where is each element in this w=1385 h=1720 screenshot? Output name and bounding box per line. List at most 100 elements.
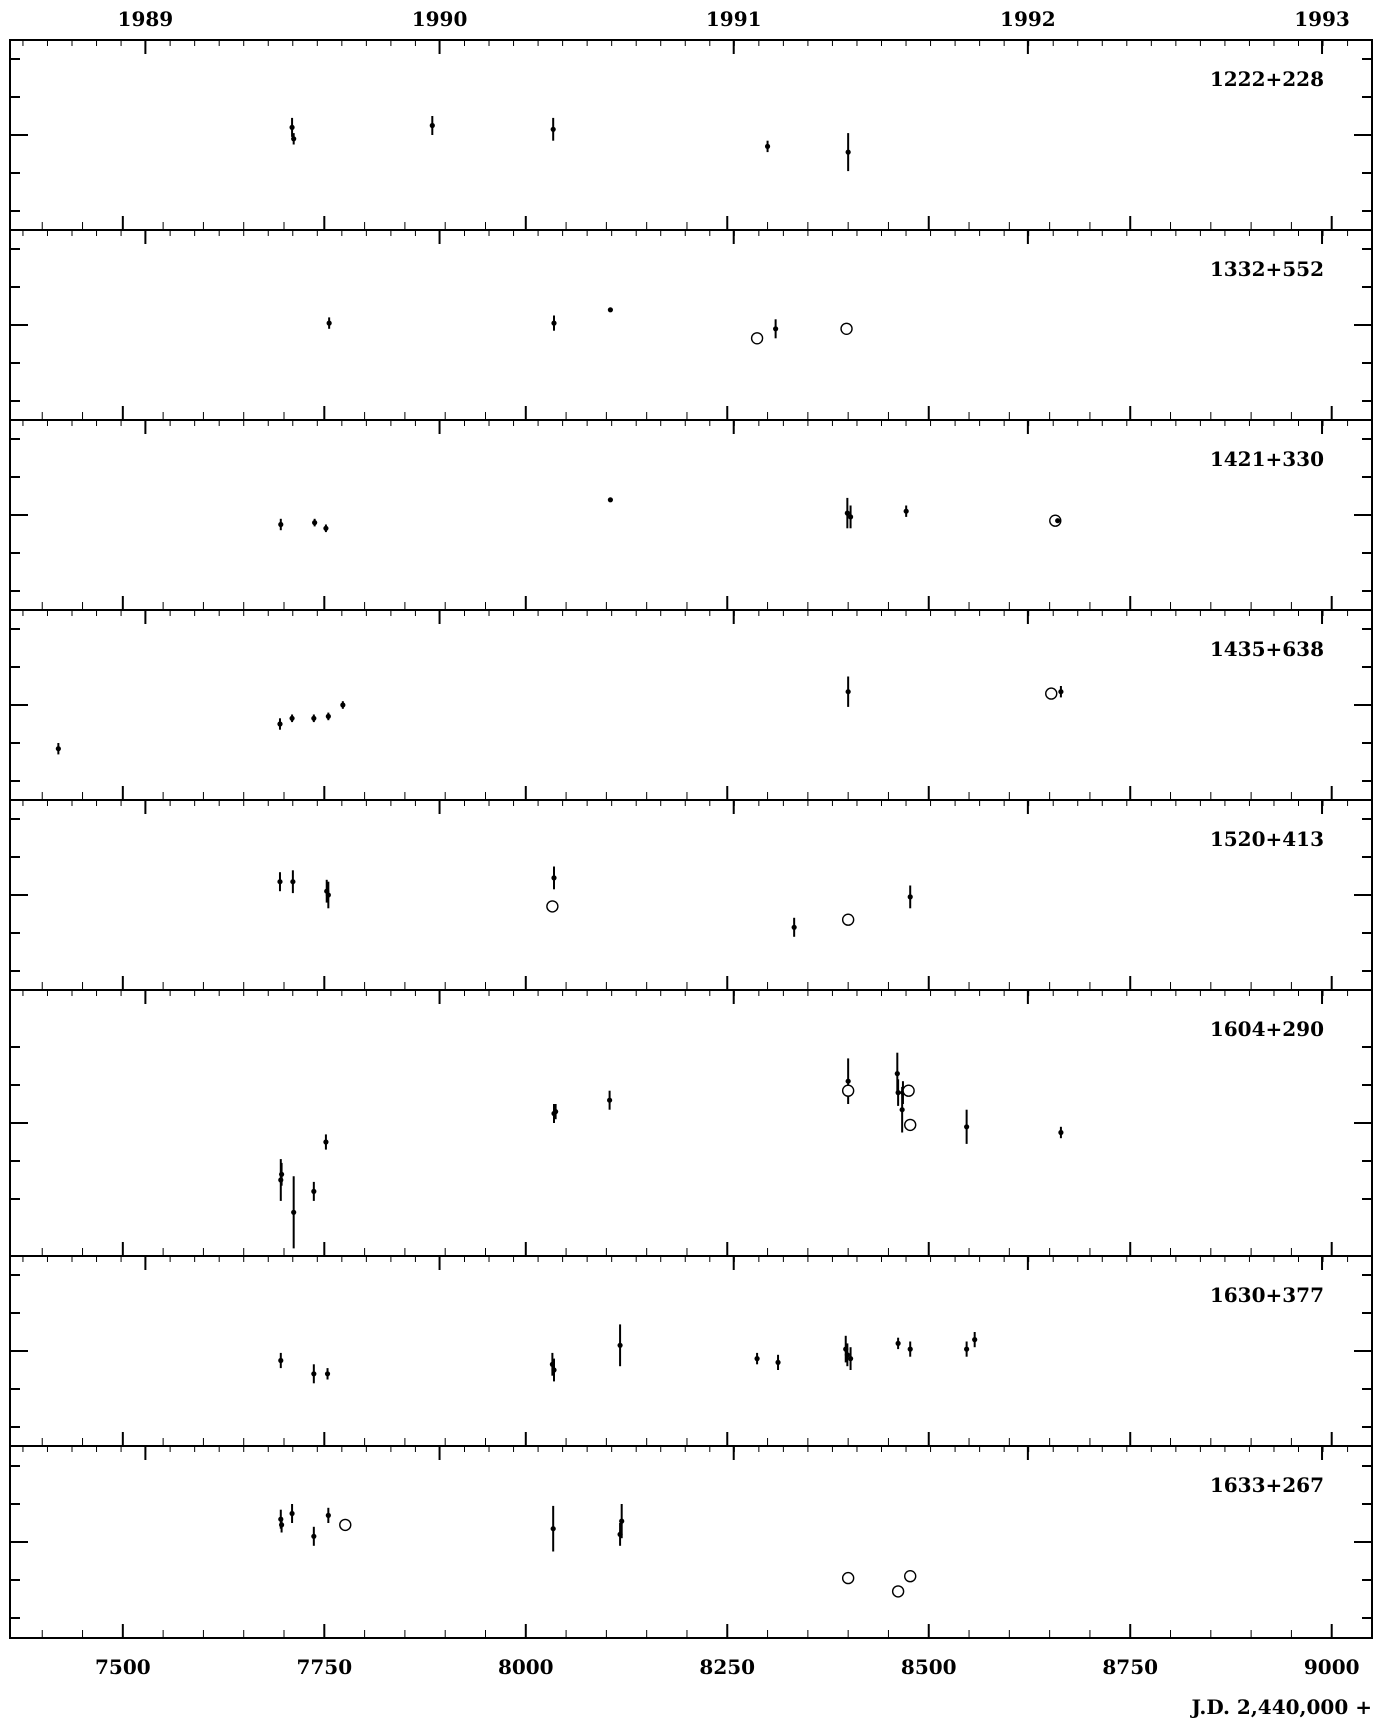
data-point — [289, 715, 295, 721]
data-point — [551, 320, 557, 326]
data-point — [899, 1107, 905, 1113]
year-label: 1990 — [412, 7, 468, 31]
data-point — [277, 721, 283, 727]
data-point-open — [1045, 687, 1058, 700]
jd-tick-label: 7500 — [95, 1655, 151, 1679]
panel-frame — [9, 1255, 1373, 1447]
data-point — [607, 1097, 613, 1103]
data-point — [617, 1342, 623, 1348]
data-point — [764, 143, 771, 149]
data-point — [291, 1209, 297, 1215]
data-point — [903, 508, 909, 514]
panel-1633-267: 1633+267 — [9, 1445, 1373, 1639]
data-point — [1058, 689, 1064, 695]
data-point — [1058, 1129, 1064, 1136]
panel-1604-290: 1604+290 — [9, 989, 1373, 1257]
data-point — [844, 1352, 850, 1358]
data-point — [340, 702, 346, 708]
data-point — [323, 525, 329, 531]
data-point — [845, 149, 851, 155]
data-point-open — [841, 1084, 855, 1097]
data-point — [845, 689, 851, 695]
data-point — [894, 1071, 900, 1077]
data-point-open — [904, 1569, 917, 1583]
data-point — [754, 1356, 760, 1362]
year-label: 1993 — [1294, 7, 1350, 31]
data-point — [55, 746, 61, 752]
x-axis-title: J.D. 2,440,000 + — [1190, 1695, 1373, 1719]
data-point — [972, 1337, 978, 1343]
data-point-open — [339, 1518, 352, 1532]
data-point-open — [841, 913, 855, 926]
panel-label: 1630+377 — [1210, 1283, 1324, 1307]
data-point — [277, 879, 283, 885]
panel-frame — [9, 609, 1373, 801]
data-point — [324, 1371, 331, 1377]
panel-frame — [9, 229, 1373, 421]
data-point — [550, 1526, 556, 1532]
panel-frame — [9, 799, 1373, 991]
data-point — [895, 1090, 901, 1096]
data-point-open — [902, 1084, 915, 1097]
data-point — [1055, 518, 1061, 524]
jd-tick-label: 9000 — [1304, 1655, 1360, 1679]
data-point — [311, 1533, 317, 1539]
data-point — [278, 1171, 285, 1177]
panel-label: 1435+638 — [1210, 637, 1324, 661]
data-point-open — [891, 1585, 905, 1598]
data-point — [844, 510, 850, 516]
panel-1435-638: 1435+638 — [9, 609, 1373, 801]
data-point — [290, 879, 296, 885]
data-point-open — [750, 332, 764, 345]
data-point — [311, 1371, 317, 1377]
data-point-open — [546, 900, 559, 913]
year-label: 1992 — [1000, 7, 1056, 31]
data-point — [312, 520, 318, 526]
panel-label: 1222+228 — [1210, 67, 1324, 91]
panel-1222-228: 1222+228 — [9, 39, 1373, 231]
data-point — [847, 514, 854, 520]
panel-1332-552: 1332+552 — [9, 229, 1373, 421]
panel-label: 1633+267 — [1210, 1473, 1324, 1497]
data-point — [907, 1346, 913, 1352]
data-point — [289, 124, 295, 130]
panel-label: 1421+330 — [1210, 447, 1324, 471]
data-point — [791, 924, 797, 930]
data-point — [551, 1367, 557, 1373]
jd-tick-label: 8500 — [901, 1655, 957, 1679]
data-point — [325, 1512, 331, 1518]
year-label: 1989 — [118, 7, 174, 31]
data-point — [551, 875, 557, 881]
data-point — [845, 1078, 851, 1084]
data-point — [619, 1518, 625, 1524]
panel-1630-377: 1630+377 — [9, 1255, 1373, 1447]
data-point — [278, 521, 284, 528]
data-point — [550, 126, 556, 132]
panel-1421-330: 1421+330 — [9, 419, 1373, 611]
data-point — [773, 326, 779, 332]
data-point — [289, 1510, 295, 1517]
data-point — [907, 894, 913, 900]
panel-label: 1332+552 — [1210, 257, 1324, 281]
data-point — [291, 136, 297, 142]
jd-tick-label: 8750 — [1102, 1655, 1158, 1679]
panel-label: 1604+290 — [1210, 1017, 1324, 1041]
data-point — [895, 1340, 901, 1346]
panel-frame — [9, 39, 1373, 231]
data-point — [429, 122, 435, 129]
year-label: 1991 — [706, 7, 762, 31]
data-point — [847, 1356, 854, 1362]
panel-frame — [9, 419, 1373, 611]
jd-tick-label: 8000 — [498, 1655, 554, 1679]
data-point — [553, 1109, 559, 1115]
data-point — [964, 1124, 970, 1130]
data-point — [964, 1346, 970, 1352]
panel-1520-413: 1520+413 — [9, 799, 1373, 991]
data-point — [325, 713, 331, 720]
data-point — [278, 1357, 284, 1364]
data-point-open — [841, 1571, 855, 1585]
data-point — [311, 715, 317, 721]
data-point — [775, 1359, 781, 1365]
data-point — [278, 1522, 285, 1528]
